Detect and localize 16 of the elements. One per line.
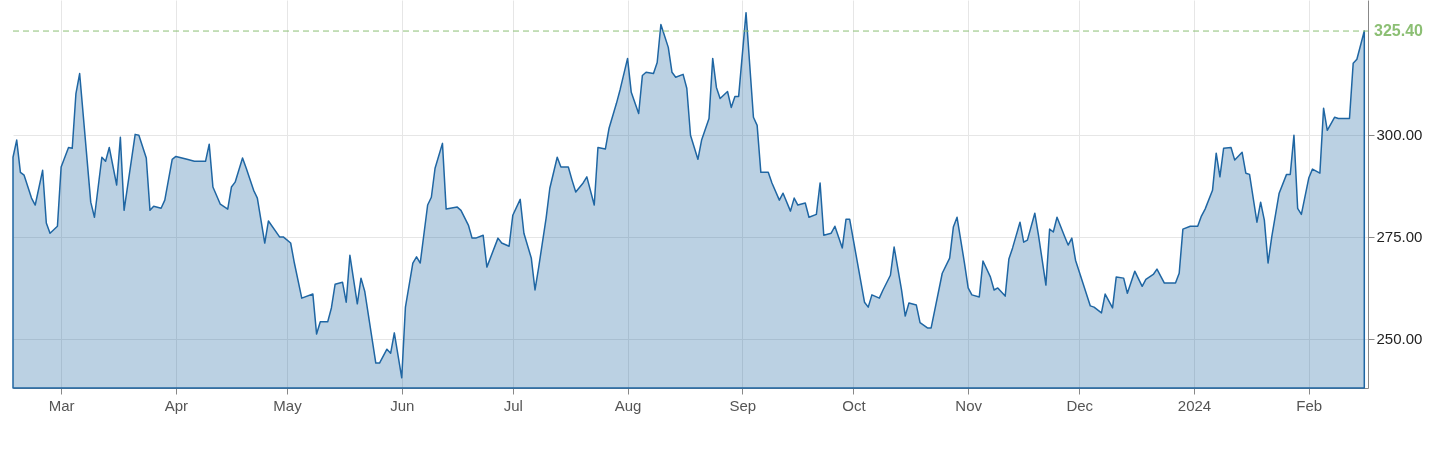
x-tick-label: Sep [729, 396, 757, 414]
x-tick-label: Jul [503, 396, 523, 414]
x-tick-label: May [273, 396, 303, 414]
x-tick-label: Nov [955, 396, 983, 414]
x-tick-label: Apr [164, 396, 189, 414]
y-tick-label: 275.00 [1376, 228, 1423, 246]
x-tick-label: Oct [842, 396, 867, 414]
x-tick-label: 2024 [1177, 396, 1212, 414]
x-tick-label: Aug [614, 396, 642, 414]
x-tick-label: Feb [1296, 396, 1323, 414]
ref-line-label: 325.40 [1374, 22, 1424, 40]
x-tick-label: Jun [390, 396, 415, 414]
y-tick-label: 300.00 [1376, 126, 1423, 144]
y-tick-label: 250.00 [1376, 330, 1423, 348]
x-tick-label: Mar [48, 396, 75, 414]
x-tick-label: Dec [1066, 396, 1094, 414]
